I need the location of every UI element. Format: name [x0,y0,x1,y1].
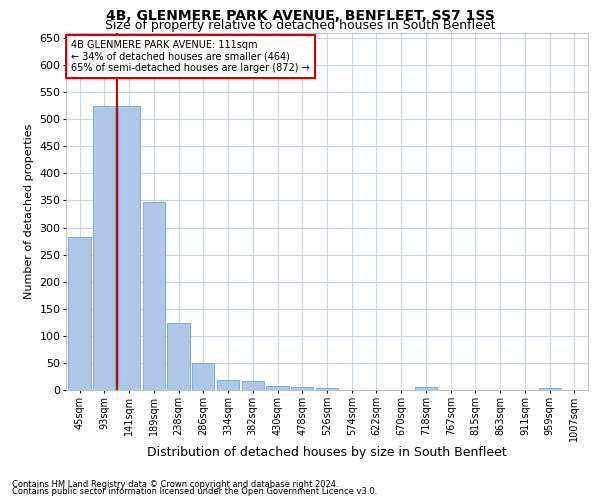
Bar [242,382,264,390]
Y-axis label: Number of detached properties: Number of detached properties [24,124,34,299]
Bar [539,388,561,390]
Bar [316,388,338,390]
Bar [192,363,214,390]
Text: Size of property relative to detached houses in South Benfleet: Size of property relative to detached ho… [105,19,495,32]
Text: Contains HM Land Registry data © Crown copyright and database right 2024.: Contains HM Land Registry data © Crown c… [12,480,338,489]
Bar [118,106,140,390]
Bar [415,388,437,390]
Text: Contains public sector information licensed under the Open Government Licence v3: Contains public sector information licen… [12,487,377,496]
Bar [291,387,313,390]
Text: 4B, GLENMERE PARK AVENUE, BENFLEET, SS7 1SS: 4B, GLENMERE PARK AVENUE, BENFLEET, SS7 … [106,9,494,23]
Bar [143,202,165,390]
Bar [167,324,190,390]
Bar [217,380,239,390]
Text: 4B GLENMERE PARK AVENUE: 111sqm
← 34% of detached houses are smaller (464)
65% o: 4B GLENMERE PARK AVENUE: 111sqm ← 34% of… [71,40,310,73]
Bar [93,106,115,390]
X-axis label: Distribution of detached houses by size in South Benfleet: Distribution of detached houses by size … [147,446,507,460]
Bar [68,236,91,390]
Bar [266,386,289,390]
